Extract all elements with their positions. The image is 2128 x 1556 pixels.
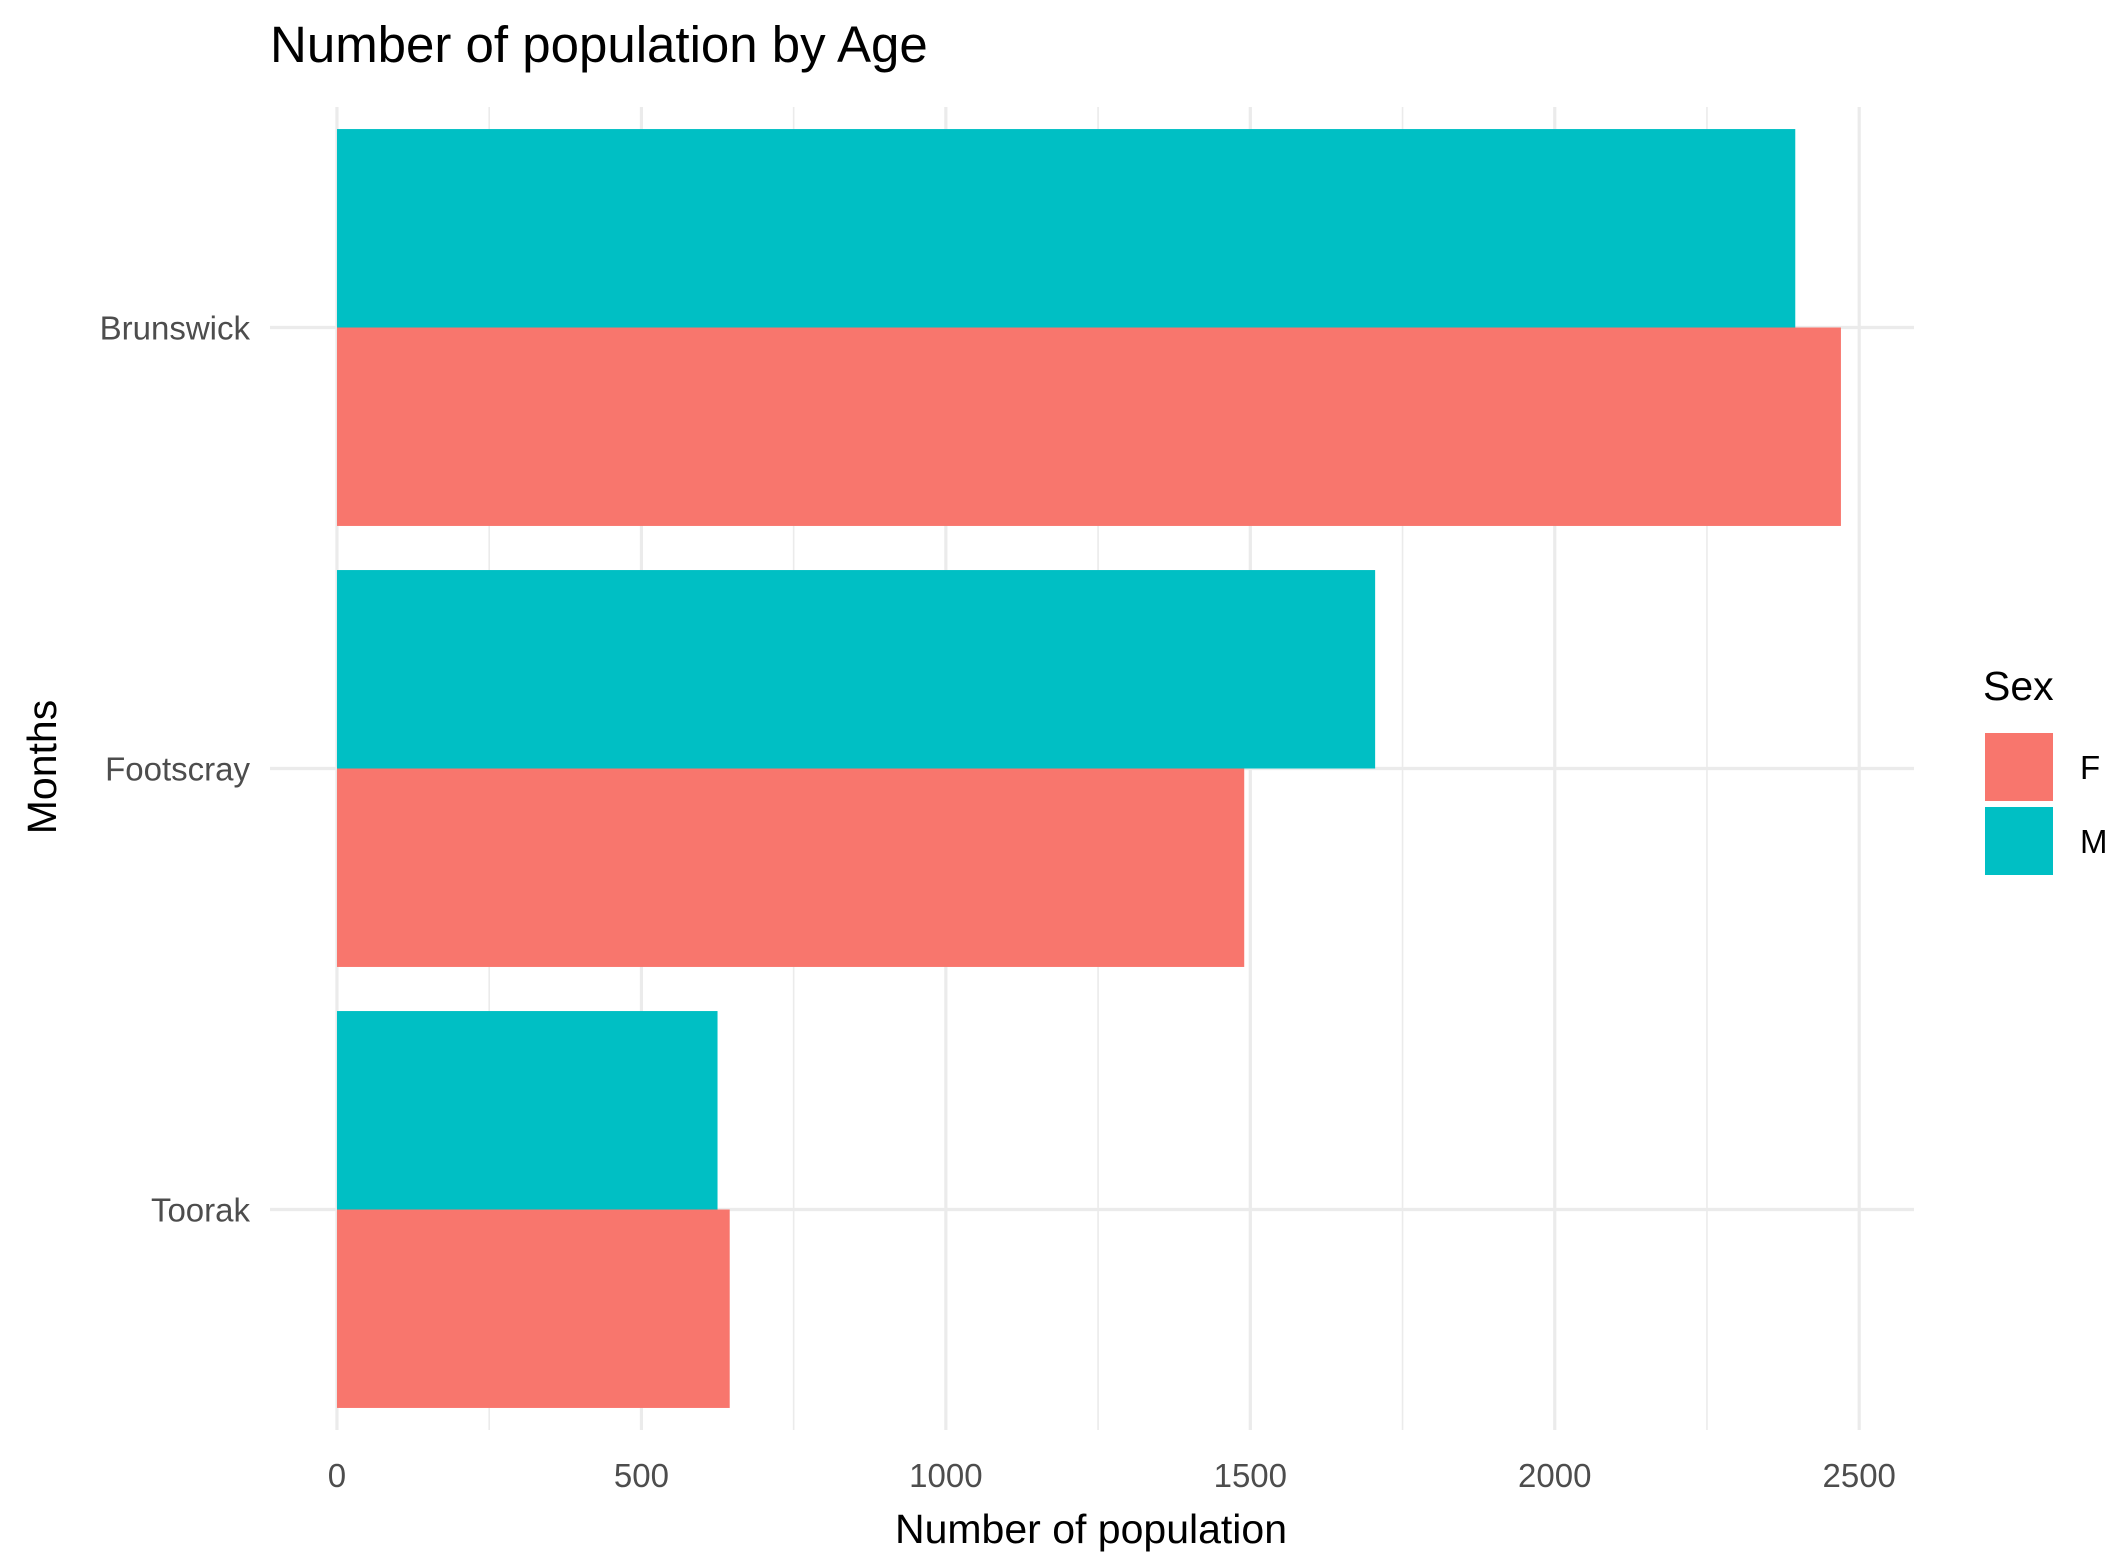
chart-title: Number of population by Age (270, 16, 928, 73)
legend-key-f (1985, 733, 2053, 801)
bar-footscray-m (336, 570, 1376, 769)
x-tick-label: 1000 (909, 1457, 982, 1494)
x-tick-label: 1500 (1214, 1457, 1287, 1494)
y-tick-labels: Brunswick Footscray Toorak (100, 310, 251, 1229)
x-tick-labels: 0 500 1000 1500 2000 2500 (328, 1457, 1896, 1494)
legend-label: F (2080, 749, 2100, 786)
y-tick-label: Toorak (151, 1192, 251, 1229)
bars (336, 129, 1841, 1408)
y-tick-label: Brunswick (100, 310, 251, 347)
y-axis-title: Months (19, 700, 65, 834)
legend-items: FM (1985, 733, 2108, 875)
x-tick-label: 2000 (1518, 1457, 1591, 1494)
x-tick-label: 500 (614, 1457, 669, 1494)
x-tick-label: 0 (328, 1457, 346, 1494)
legend-title: Sex (1983, 663, 2054, 709)
legend-key-m (1985, 807, 2053, 875)
x-axis-title: Number of population (895, 1506, 1287, 1552)
bar-toorak-f (336, 1209, 730, 1408)
bar-brunswick-m (336, 129, 1796, 328)
bar-toorak-m (336, 1011, 718, 1210)
bar-footscray-f (336, 768, 1245, 967)
y-tick-label: Footscray (105, 751, 250, 788)
legend: Sex FM (1983, 663, 2108, 875)
bar-brunswick-f (336, 327, 1841, 526)
legend-label: M (2080, 823, 2108, 860)
x-tick-label: 2500 (1822, 1457, 1895, 1494)
